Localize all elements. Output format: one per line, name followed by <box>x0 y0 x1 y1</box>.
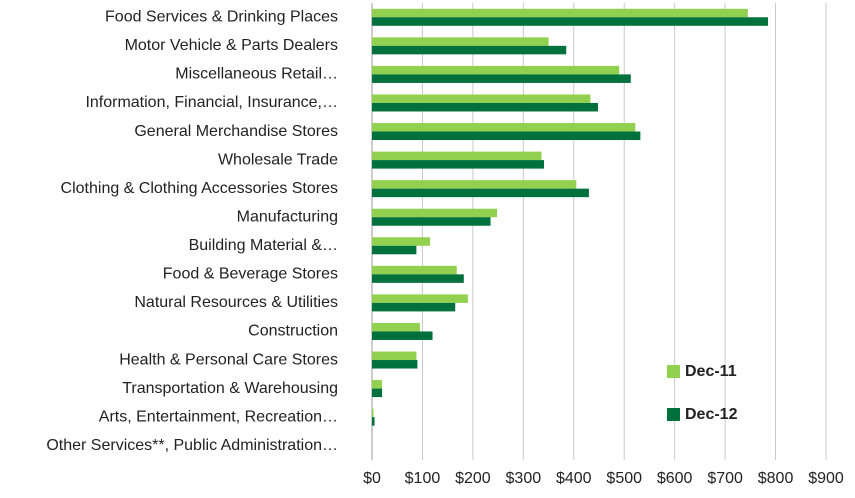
bar <box>372 160 545 169</box>
y-tick-label: Wholesale Trade <box>218 151 338 168</box>
y-tick-label: Miscellaneous Retail… <box>175 66 338 83</box>
bar <box>372 123 636 132</box>
bar <box>372 331 433 340</box>
bar <box>372 74 631 83</box>
bar <box>372 208 498 218</box>
y-tick-label: Health & Personal Care Stores <box>119 351 338 368</box>
y-tick-label: Natural Resources & Utilities <box>134 294 338 311</box>
legend-swatch <box>667 365 680 378</box>
bar <box>372 302 456 312</box>
bar <box>372 94 591 103</box>
legend-swatch <box>667 408 680 421</box>
bar <box>372 131 641 141</box>
x-tick-label: $900 <box>808 470 844 487</box>
y-tick-label: Food Services & Drinking Places <box>105 9 338 26</box>
bar <box>372 188 589 198</box>
bar <box>372 8 748 18</box>
y-tick-label: Motor Vehicle & Parts Dealers <box>125 37 338 54</box>
bar <box>372 388 383 398</box>
bar <box>372 351 417 361</box>
x-tick-label: $700 <box>707 470 743 487</box>
bar <box>372 37 549 46</box>
x-tick-label: $100 <box>405 470 441 487</box>
y-tick-label: Construction <box>248 323 338 340</box>
bar <box>372 237 431 246</box>
bar <box>372 265 457 275</box>
y-tick-label: Building Material &… <box>189 237 338 254</box>
x-tick-label: $0 <box>363 470 381 487</box>
bar <box>372 417 375 426</box>
bar <box>372 17 768 26</box>
bar <box>372 151 542 161</box>
x-tick-label: $500 <box>606 470 642 487</box>
y-tick-label: Other Services**, Public Administration… <box>46 437 338 454</box>
bar <box>372 102 598 112</box>
bar <box>372 65 620 75</box>
x-tick-label: $600 <box>657 470 693 487</box>
bar <box>372 45 567 55</box>
y-tick-label: Transportation & Warehousing <box>122 380 338 397</box>
legend-label: Dec-11 <box>685 363 737 380</box>
bar <box>372 294 468 303</box>
x-tick-label: $300 <box>506 470 542 487</box>
y-tick-label: Information, Financial, Insurance,… <box>85 94 338 111</box>
legend-label: Dec-12 <box>685 406 738 423</box>
bar <box>372 274 464 283</box>
y-tick-label: Food & Beverage Stores <box>163 266 338 283</box>
y-tick-label: General Merchandise Stores <box>134 123 338 140</box>
y-tick-label: Clothing & Clothing Accessories Stores <box>61 180 338 197</box>
bar <box>372 322 420 332</box>
bar <box>372 217 491 226</box>
x-tick-label: $200 <box>455 470 491 487</box>
y-tick-label: Arts, Entertainment, Recreation… <box>99 408 338 425</box>
bar <box>372 180 577 189</box>
y-tick-label: Manufacturing <box>237 208 338 225</box>
bar <box>372 245 417 255</box>
bar <box>372 380 383 389</box>
x-tick-label: $400 <box>556 470 592 487</box>
x-tick-label: $800 <box>758 470 794 487</box>
bar <box>372 408 374 418</box>
bar <box>372 360 418 369</box>
